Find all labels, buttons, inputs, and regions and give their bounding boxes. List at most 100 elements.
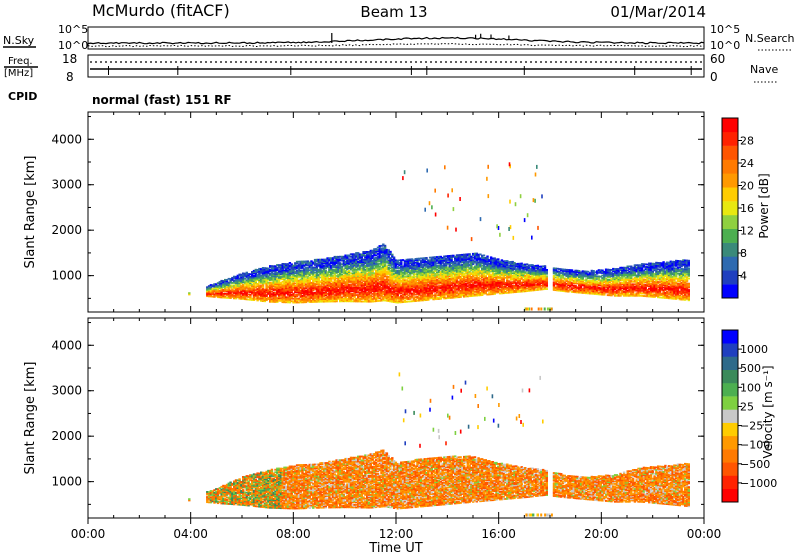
echo-cell — [258, 292, 261, 294]
echo-cell — [464, 262, 468, 265]
echo-cell — [233, 282, 236, 284]
echo-cell — [436, 266, 439, 269]
echo-cell — [330, 273, 333, 276]
echo-cell — [220, 286, 223, 289]
echo-cell — [245, 272, 248, 275]
echo-cell — [419, 295, 423, 298]
echo-cell — [351, 281, 354, 284]
echo-cell — [466, 295, 469, 298]
echo-cell — [430, 264, 434, 267]
echo-cell — [312, 301, 315, 303]
echo-cell — [301, 289, 304, 292]
echo-cell — [295, 273, 299, 276]
echo-cell — [339, 276, 342, 279]
echo-cell — [353, 271, 356, 274]
echo-cell — [240, 278, 243, 281]
echo-cell — [398, 262, 401, 264]
echo-cell — [233, 275, 236, 278]
echo-cell — [446, 273, 450, 275]
echo-cell — [342, 268, 345, 271]
echo-cell — [394, 286, 398, 288]
echo-cell — [335, 255, 338, 258]
echo-cell — [330, 267, 333, 270]
echo-cell — [306, 282, 310, 284]
echo-cell — [421, 293, 425, 295]
echo-cell — [369, 282, 372, 285]
echo-cell — [434, 269, 437, 271]
echo-cell — [416, 260, 419, 263]
echo-cell — [285, 282, 288, 285]
echo-cell — [317, 294, 320, 297]
echo-cell — [346, 282, 349, 285]
echo-cell — [412, 291, 416, 294]
echo-cell — [321, 258, 324, 261]
echo-cell — [468, 264, 471, 267]
echo-cell — [312, 267, 315, 270]
echo-cell — [446, 297, 450, 299]
echo-cell — [380, 298, 383, 301]
echo-cell — [299, 279, 302, 282]
echo-cell — [306, 266, 310, 269]
echo-cell — [463, 290, 466, 293]
echo-cell — [335, 299, 338, 302]
echo-cell — [362, 267, 365, 270]
echo-cell — [245, 290, 248, 293]
echo-cell — [274, 295, 277, 298]
echo-cell — [242, 286, 245, 289]
echo-cell — [434, 267, 437, 270]
echo-cell — [396, 272, 399, 275]
echo-cell — [324, 290, 327, 293]
echo-cell — [245, 285, 248, 288]
echo-cell — [445, 288, 448, 291]
echo-cell — [382, 253, 385, 256]
echo-cell — [328, 282, 331, 285]
echo-cell — [360, 257, 363, 260]
echo-cell — [258, 271, 261, 274]
echo-cell — [355, 264, 358, 267]
echo-cell — [468, 259, 471, 262]
echo-cell — [427, 265, 430, 268]
echo-cell — [454, 296, 457, 299]
echo-cell — [362, 276, 365, 279]
echo-cell — [357, 254, 360, 257]
echo-cell — [423, 283, 426, 286]
cpid-value: normal (fast) 151 RF — [92, 93, 232, 107]
echo-cell — [294, 287, 297, 290]
echo-cell — [346, 265, 349, 268]
echo-cell — [285, 288, 288, 291]
echo-cell — [391, 279, 394, 281]
echo-cell — [463, 274, 466, 276]
echo-cell — [464, 265, 468, 267]
echo-cell — [313, 294, 317, 297]
echo-cell — [233, 287, 236, 290]
echo-cell — [392, 296, 396, 298]
echo-cell — [260, 282, 263, 284]
echo-cell — [445, 255, 448, 258]
echo-cell — [375, 297, 378, 300]
echo-cell — [355, 276, 358, 279]
echo-cell — [258, 273, 261, 275]
echo-cell — [392, 275, 396, 278]
echo-cell — [470, 290, 473, 292]
echo-cell — [387, 291, 390, 294]
echo-cell — [375, 288, 378, 291]
echo-cell — [434, 263, 437, 266]
echo-cell — [427, 291, 430, 294]
echo-cell — [355, 273, 358, 276]
echo-cell — [344, 276, 347, 278]
echo-cell — [224, 285, 227, 288]
echo-cell — [392, 285, 396, 288]
echo-cell — [297, 269, 301, 272]
echo-cell — [430, 290, 434, 293]
echo-cell — [437, 282, 441, 285]
echo-cell — [206, 291, 209, 294]
echo-cell — [256, 288, 259, 290]
echo-cell — [258, 281, 261, 284]
echo-cell — [274, 287, 277, 289]
echo-cell — [333, 299, 336, 302]
echo-cell — [340, 269, 344, 272]
echo-cell — [254, 282, 257, 285]
echo-cell — [358, 281, 362, 284]
echo-cell — [331, 298, 335, 300]
echo-cell — [242, 284, 245, 286]
